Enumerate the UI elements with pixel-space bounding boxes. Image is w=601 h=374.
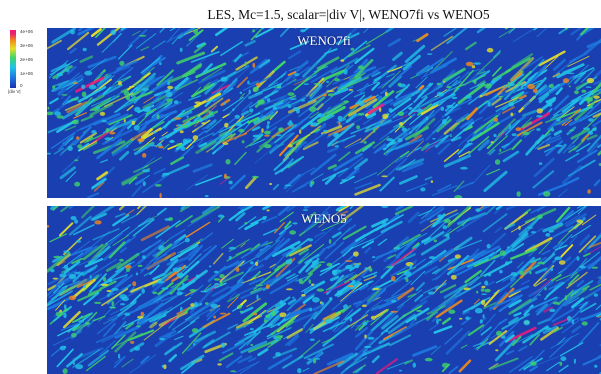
colorbar-tick: 3e+06 — [20, 43, 33, 48]
colorbar-tick: 4e+06 — [20, 29, 33, 34]
weno5-field-image — [47, 206, 601, 374]
panel-label-weno5: WENO5 — [301, 211, 347, 226]
colorbar-legend: 4e+06 3e+06 2e+06 1e+06 0 |div V| — [8, 28, 52, 98]
colorbar-tick: 0 — [20, 83, 23, 88]
weno5-panel: WENO5 — [47, 206, 601, 374]
panel-label-weno7fi: WENO7fi — [297, 33, 351, 48]
weno7fi-field-image — [47, 28, 601, 198]
colorbar-tick: 1e+06 — [20, 71, 33, 76]
figure-title: LES, Mc=1.5, scalar=|div V|, WENO7fi vs … — [207, 7, 490, 22]
colorbar-tick: 2e+06 — [20, 57, 33, 62]
weno7fi-panel: WENO7fi — [47, 28, 601, 198]
colorbar-label: |div V| — [8, 89, 21, 94]
colorbar — [10, 30, 16, 88]
